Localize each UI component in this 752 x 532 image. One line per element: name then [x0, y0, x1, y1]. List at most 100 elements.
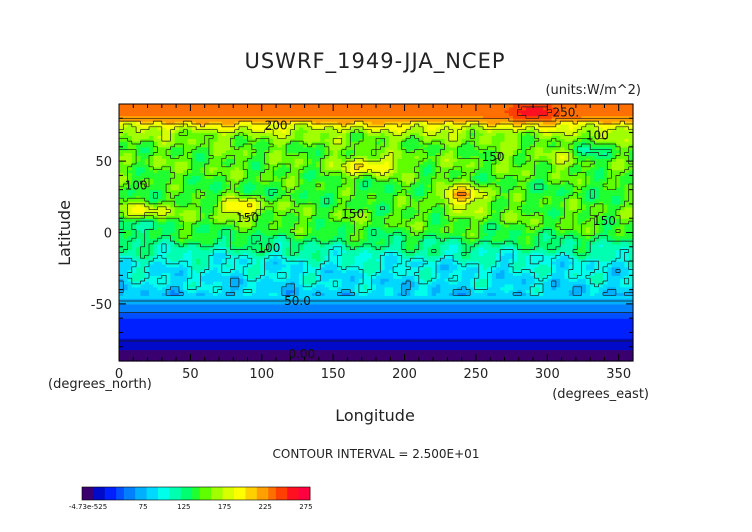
- heatmap-cell: [196, 249, 201, 254]
- heatmap-cell: [620, 243, 626, 248]
- heatmap-cell: [581, 298, 587, 302]
- heatmap-cell: [221, 318, 227, 322]
- heatmap-cell: [440, 338, 446, 342]
- heatmap-cell: [234, 312, 240, 316]
- heatmap-cell: [380, 255, 386, 259]
- heatmap-cell: [594, 341, 600, 345]
- heatmap-cell: [427, 332, 433, 336]
- heatmap-cell: [273, 269, 279, 274]
- heatmap-cell: [324, 312, 330, 316]
- heatmap-cell: [543, 326, 548, 331]
- heatmap-cell: [333, 275, 339, 279]
- heatmap-cell: [615, 295, 621, 299]
- heatmap-cell: [628, 246, 634, 251]
- heatmap-cell: [286, 263, 291, 268]
- heatmap-cell: [615, 318, 621, 322]
- heatmap-cell: [346, 281, 351, 285]
- heatmap-cell: [628, 281, 634, 285]
- heatmap-cell: [525, 295, 531, 299]
- heatmap-cell: [487, 243, 493, 248]
- heatmap-cell: [230, 301, 236, 305]
- heatmap-cell: [358, 332, 364, 336]
- heatmap-cell: [371, 355, 377, 359]
- heatmap-cell: [594, 318, 600, 322]
- heatmap-cell: [384, 292, 390, 296]
- heatmap-cell: [221, 355, 227, 359]
- heatmap-cell: [286, 266, 291, 271]
- heatmap-cell: [226, 289, 231, 294]
- heatmap-cell: [495, 243, 501, 248]
- heatmap-cell: [590, 249, 596, 254]
- heatmap-cell: [551, 315, 557, 319]
- heatmap-cell: [320, 312, 326, 316]
- heatmap-cell: [568, 338, 574, 342]
- heatmap-cell: [303, 329, 309, 334]
- heatmap-cell: [123, 272, 129, 276]
- heatmap-cell: [598, 323, 604, 328]
- heatmap-cell: [624, 252, 630, 256]
- heatmap-cell: [410, 346, 416, 351]
- heatmap-cell: [427, 349, 433, 354]
- heatmap-cell: [290, 323, 296, 328]
- heatmap-cell: [213, 309, 219, 314]
- heatmap-cell: [397, 278, 403, 282]
- heatmap-cell: [367, 258, 373, 262]
- heatmap-cell: [427, 266, 433, 271]
- heatmap-cell: [405, 309, 411, 314]
- heatmap-cell: [277, 289, 283, 294]
- heatmap-cell: [555, 343, 561, 348]
- heatmap-cell: [388, 292, 394, 296]
- heatmap-cell: [337, 286, 343, 291]
- heatmap-cell: [346, 275, 351, 279]
- heatmap-cell: [397, 321, 403, 325]
- heatmap-cell: [598, 306, 604, 311]
- heatmap-cell: [491, 315, 497, 319]
- heatmap-cell: [127, 275, 133, 279]
- heatmap-cell: [564, 278, 570, 282]
- heatmap-cell: [281, 358, 287, 362]
- heatmap-cell: [440, 258, 446, 262]
- heatmap-cell: [341, 261, 347, 265]
- heatmap-cell: [183, 343, 189, 348]
- heatmap-cell: [247, 338, 253, 342]
- heatmap-cell: [174, 303, 180, 308]
- heatmap-cell: [238, 272, 244, 276]
- heatmap-cell: [256, 352, 261, 356]
- heatmap-cell: [303, 346, 309, 351]
- heatmap-cell: [543, 249, 548, 254]
- heatmap-cell: [590, 283, 596, 288]
- heatmap-cell: [354, 243, 360, 248]
- heatmap-cell: [213, 243, 219, 248]
- heatmap-cell: [208, 252, 214, 256]
- heatmap-cell: [435, 309, 441, 314]
- heatmap-cell: [123, 298, 129, 302]
- heatmap-cell: [590, 352, 596, 356]
- heatmap-cell: [264, 341, 270, 345]
- heatmap-cell: [363, 329, 369, 334]
- heatmap-cell: [208, 326, 214, 331]
- heatmap-cell: [603, 323, 608, 328]
- heatmap-cell: [530, 343, 536, 348]
- heatmap-cell: [294, 309, 300, 314]
- heatmap-cell: [393, 278, 399, 282]
- heatmap-cell: [405, 266, 411, 271]
- heatmap-cell: [465, 303, 471, 308]
- heatmap-cell: [410, 249, 416, 254]
- heatmap-cell: [307, 278, 313, 282]
- heatmap-cell: [543, 323, 548, 328]
- heatmap-cell: [136, 286, 142, 291]
- heatmap-cell: [405, 298, 411, 302]
- heatmap-cell: [568, 329, 574, 334]
- heatmap-cell: [380, 241, 386, 245]
- heatmap-cell: [397, 289, 403, 294]
- heatmap-cell: [440, 346, 446, 351]
- heatmap-cell: [573, 275, 578, 279]
- heatmap-cell: [234, 298, 240, 302]
- heatmap-cell: [427, 278, 433, 282]
- heatmap-cell: [380, 352, 386, 356]
- heatmap-cell: [504, 261, 510, 265]
- heatmap-cell: [123, 266, 129, 271]
- heatmap-cell: [191, 292, 197, 296]
- heatmap-cell: [581, 252, 587, 256]
- heatmap-cell: [440, 303, 446, 308]
